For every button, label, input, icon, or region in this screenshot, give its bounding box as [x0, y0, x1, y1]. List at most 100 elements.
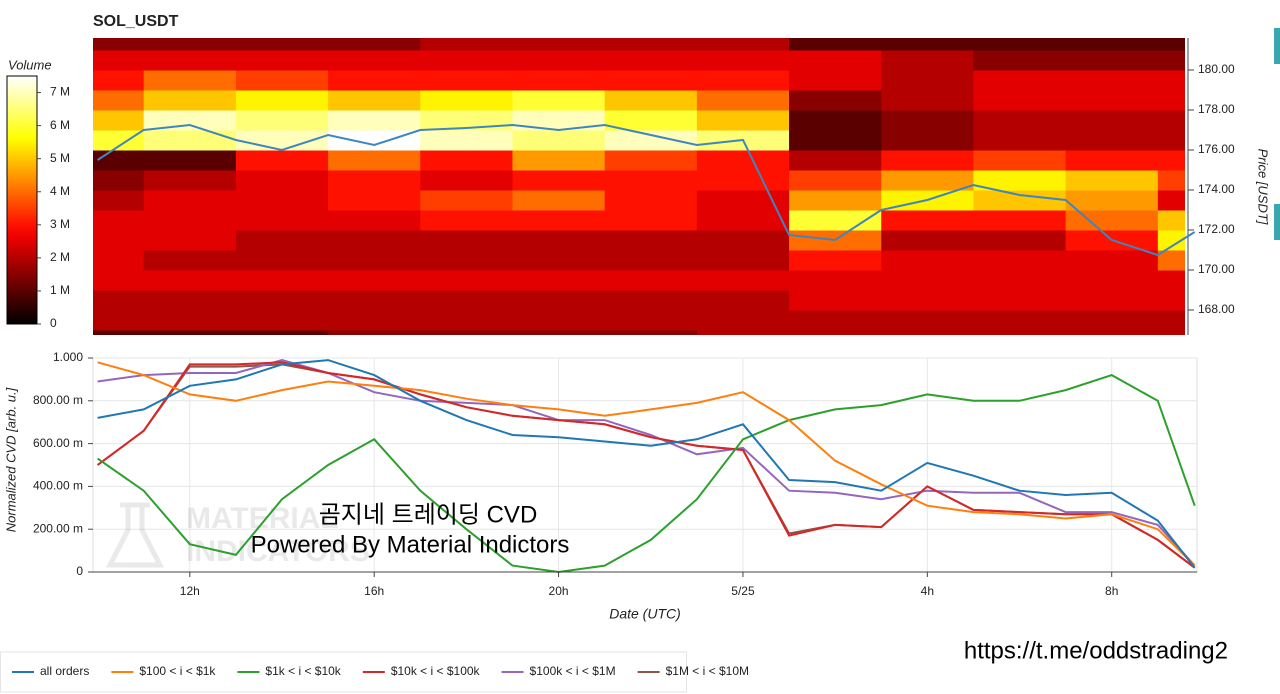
heat-cell — [696, 170, 790, 191]
heat-cell — [604, 330, 698, 335]
heat-cell — [696, 210, 790, 231]
heat-cell — [696, 90, 790, 111]
legend-label: $10k < i < $100k — [391, 664, 481, 678]
heat-cell — [789, 110, 882, 131]
toolbar-edge — [1274, 28, 1280, 64]
heat-cell — [1065, 330, 1159, 335]
y-tick-label: 200.00 m — [33, 521, 83, 535]
heat-cell — [789, 50, 882, 71]
x-tick-label: 4h — [921, 584, 934, 598]
heat-cell — [973, 50, 1067, 71]
heat-cell — [93, 210, 145, 231]
heat-cell — [973, 290, 1067, 311]
heat-cell — [1157, 210, 1185, 231]
heat-cell — [881, 150, 974, 171]
heat-cell — [604, 90, 698, 111]
heat-cell — [420, 130, 513, 151]
heat-cell — [420, 250, 513, 271]
heat-cell — [789, 90, 882, 111]
colorbar-tick-label: 4 M — [50, 184, 70, 198]
heat-cell — [93, 38, 145, 51]
heat-cell — [973, 130, 1067, 151]
heat-cell — [143, 310, 237, 331]
x-tick-label: 16h — [364, 584, 384, 598]
heat-cell — [143, 330, 237, 335]
heat-cell — [881, 38, 974, 51]
heat-cell — [420, 190, 513, 211]
url-text: https://t.me/oddstrading2 — [964, 637, 1228, 664]
x-axis-label: Date (UTC) — [609, 606, 681, 622]
heat-cell — [143, 290, 237, 311]
heat-cell — [235, 310, 329, 331]
x-tick-label: 12h — [180, 584, 200, 598]
heat-cell — [973, 210, 1067, 231]
heat-cell — [235, 210, 329, 231]
heat-cell — [143, 50, 237, 71]
legend-label: $1M < i < $10M — [666, 664, 749, 678]
heat-cell — [973, 310, 1067, 331]
heat-cell — [604, 230, 698, 251]
colorbar-tick-label: 6 M — [50, 118, 70, 132]
heat-cell — [235, 90, 329, 111]
heat-cell — [235, 190, 329, 211]
heat-cell — [143, 150, 237, 171]
colorbar-tick-label: 3 M — [50, 217, 70, 231]
overlay-text: Powered By Material Indictors — [251, 531, 570, 558]
heat-cell — [143, 38, 237, 51]
colorbar-tick-label: 0 — [50, 316, 57, 330]
heat-cell — [420, 170, 513, 191]
heat-cell — [1157, 230, 1185, 251]
heat-cell — [143, 210, 237, 231]
overlay-text: 곰지네 트레이딩 CVD — [319, 501, 538, 528]
heat-cell — [235, 170, 329, 191]
heat-cell — [328, 110, 421, 131]
heat-cell — [1157, 90, 1185, 111]
heat-cell — [696, 110, 790, 131]
heat-cell — [235, 330, 329, 335]
heat-cell — [420, 310, 513, 331]
heat-cell — [881, 170, 974, 191]
cvd-line — [97, 359, 1196, 569]
heat-cell — [881, 210, 974, 231]
heat-cell — [1065, 70, 1159, 91]
heat-cell — [696, 50, 790, 71]
heat-cell — [328, 210, 421, 231]
heat-cell — [143, 70, 237, 91]
heat-cell — [93, 170, 145, 191]
heat-cell — [512, 230, 606, 251]
heat-cell — [512, 170, 606, 191]
heat-cell — [696, 290, 790, 311]
heat-cell — [235, 150, 329, 171]
y-tick-label: 180.00 — [1198, 62, 1235, 76]
colorbar-tick-label: 5 M — [50, 151, 70, 165]
heat-cell — [512, 130, 606, 151]
heat-cell — [143, 130, 237, 151]
heat-cell — [604, 190, 698, 211]
heat-cell — [881, 270, 974, 291]
heat-cell — [696, 190, 790, 211]
heat-cell — [696, 250, 790, 271]
heat-cell — [604, 150, 698, 171]
heat-cell — [143, 90, 237, 111]
heat-cell — [696, 70, 790, 91]
heat-cell — [235, 110, 329, 131]
heat-cell — [328, 90, 421, 111]
heat-cell — [1157, 190, 1185, 211]
heat-cell — [1157, 310, 1185, 331]
heat-cell — [973, 270, 1067, 291]
heat-cell — [1157, 50, 1185, 71]
colorbar-tick-label: 7 M — [50, 85, 70, 99]
heat-cell — [512, 290, 606, 311]
heat-cell — [604, 270, 698, 291]
heat-cell — [512, 110, 606, 131]
heat-cell — [604, 130, 698, 151]
heat-cell — [881, 50, 974, 71]
heat-cell — [420, 38, 513, 51]
heat-cell — [789, 38, 882, 51]
heat-cell — [512, 50, 606, 71]
heat-cell — [328, 70, 421, 91]
heat-cell — [512, 310, 606, 331]
heat-cell — [604, 110, 698, 131]
legend-label: all orders — [40, 664, 89, 678]
heat-cell — [420, 230, 513, 251]
